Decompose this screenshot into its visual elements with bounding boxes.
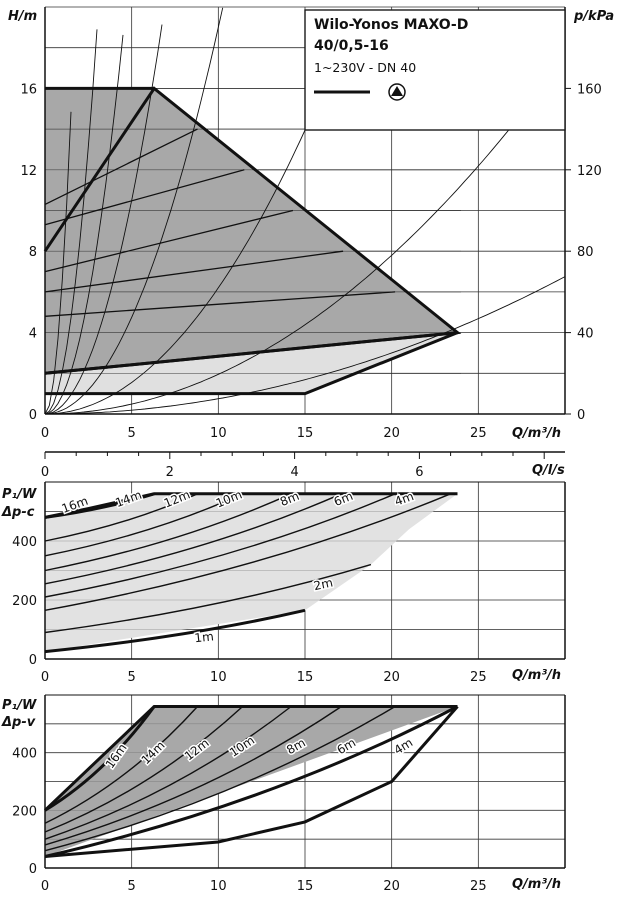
x-tick-label: 20 [383, 879, 400, 894]
legend-box [304, 9, 566, 131]
power-curve [44, 705, 459, 858]
x-axis-title-dpc: Q/m³/h [512, 668, 561, 683]
x-axis-title-secondary: Q/l/s [532, 463, 565, 478]
y-tick-label: 16 [20, 82, 37, 97]
system-curve [44, 29, 98, 415]
y-tick-label: 200 [12, 594, 37, 609]
x-tick-label: 0 [41, 670, 49, 685]
x-tick-label: 25 [470, 670, 487, 685]
x-tick-label: 20 [383, 670, 400, 685]
shaded-area [45, 493, 458, 652]
power-curve [44, 608, 306, 654]
y-right-tick-label: 120 [577, 164, 602, 179]
curve-label: 2m [312, 575, 334, 593]
operating-line [44, 291, 396, 317]
min-area [45, 332, 458, 394]
system-curve [45, 276, 566, 415]
power-curve [44, 705, 292, 840]
legend-title-line2: 40/0,5-16 [314, 38, 389, 54]
power-curve [44, 563, 372, 634]
power-curve [44, 705, 156, 812]
y-right-tick-label: 0 [577, 408, 585, 423]
secondary-tick-label: 4 [290, 465, 298, 480]
x-tick-label: 5 [128, 879, 136, 894]
x-tick-label: 25 [470, 426, 487, 441]
x-axis-title-head: Q/m³/h [512, 426, 561, 441]
y-tick-label: 200 [12, 804, 37, 819]
y-axis-title-pressure: p/kPa [573, 9, 614, 24]
y-tick-label: 8 [29, 245, 37, 260]
x-tick-label: 0 [41, 879, 49, 894]
x-tick-label: 5 [128, 670, 136, 685]
secondary-tick-label: 2 [166, 465, 174, 480]
power-lower-boundary [44, 705, 459, 858]
x-tick-label: 25 [470, 879, 487, 894]
y-axis-title-power-dpc: P₁/W [2, 487, 37, 502]
curve-label: 1m [194, 629, 215, 645]
x-tick-label: 10 [210, 426, 227, 441]
legend-title-line1: Wilo-Yonos MAXO-D [314, 17, 468, 33]
x-tick-label: 10 [210, 879, 227, 894]
x-tick-label: 20 [383, 426, 400, 441]
system-curve [44, 16, 354, 415]
max-outline [43, 86, 462, 375]
y-tick-label: 0 [29, 862, 37, 877]
y-axis-title-head: H/m [8, 9, 37, 24]
operating-line [44, 128, 198, 205]
operating-line [44, 169, 245, 226]
system-curve [45, 56, 566, 415]
y-tick-label: 0 [29, 408, 37, 423]
power-curve [44, 705, 244, 833]
legend-subtitle: 1~230V - DN 40 [314, 60, 416, 75]
power-curve [44, 493, 451, 611]
secondary-tick-label: 6 [415, 465, 423, 480]
power-upper-boundary [44, 492, 458, 519]
y-tick-label: 400 [12, 535, 37, 550]
power-curve [44, 493, 396, 598]
operating-line [44, 209, 294, 273]
y-axis-title-power-dpv: P₁/W [2, 698, 37, 713]
x-axis-title-dpv: Q/m³/h [512, 877, 561, 892]
power-curve [44, 493, 198, 542]
y-axis-subtitle-dpc: Δp-c [1, 505, 35, 520]
min-outline [45, 331, 459, 396]
system-curve [44, 34, 124, 415]
x-tick-label: 0 [41, 426, 49, 441]
operating-line [44, 250, 344, 293]
y-tick-label: 0 [29, 653, 37, 668]
x-tick-label: 5 [128, 426, 136, 441]
y-right-tick-label: 40 [577, 327, 594, 342]
y-tick-label: 400 [12, 747, 37, 762]
y-tick-label: 4 [29, 327, 37, 342]
y-right-tick-label: 160 [577, 82, 602, 97]
legend: Wilo-Yonos MAXO-D 40/0,5-16 1~230V - DN … [304, 9, 566, 131]
system-curve [44, 111, 72, 415]
x-tick-label: 15 [297, 670, 314, 685]
x-tick-label: 15 [297, 426, 314, 441]
secondary-tick-label: 0 [41, 465, 49, 480]
power-curve [44, 706, 199, 824]
power-curve [44, 705, 396, 852]
power-curve [44, 493, 292, 572]
power-curve [44, 493, 243, 557]
pump-symbol-icon [388, 83, 406, 101]
y-tick-label: 12 [20, 164, 37, 179]
power-curve [44, 493, 342, 585]
power-curve [44, 705, 342, 846]
y-axis-subtitle-dpv: Δp-v [1, 715, 36, 730]
x-tick-label: 10 [210, 670, 227, 685]
system-curve [44, 24, 163, 415]
x-tick-label: 15 [297, 879, 314, 894]
y-right-tick-label: 80 [577, 245, 594, 260]
power-upper-boundary [43, 705, 458, 812]
max-area [45, 88, 458, 374]
